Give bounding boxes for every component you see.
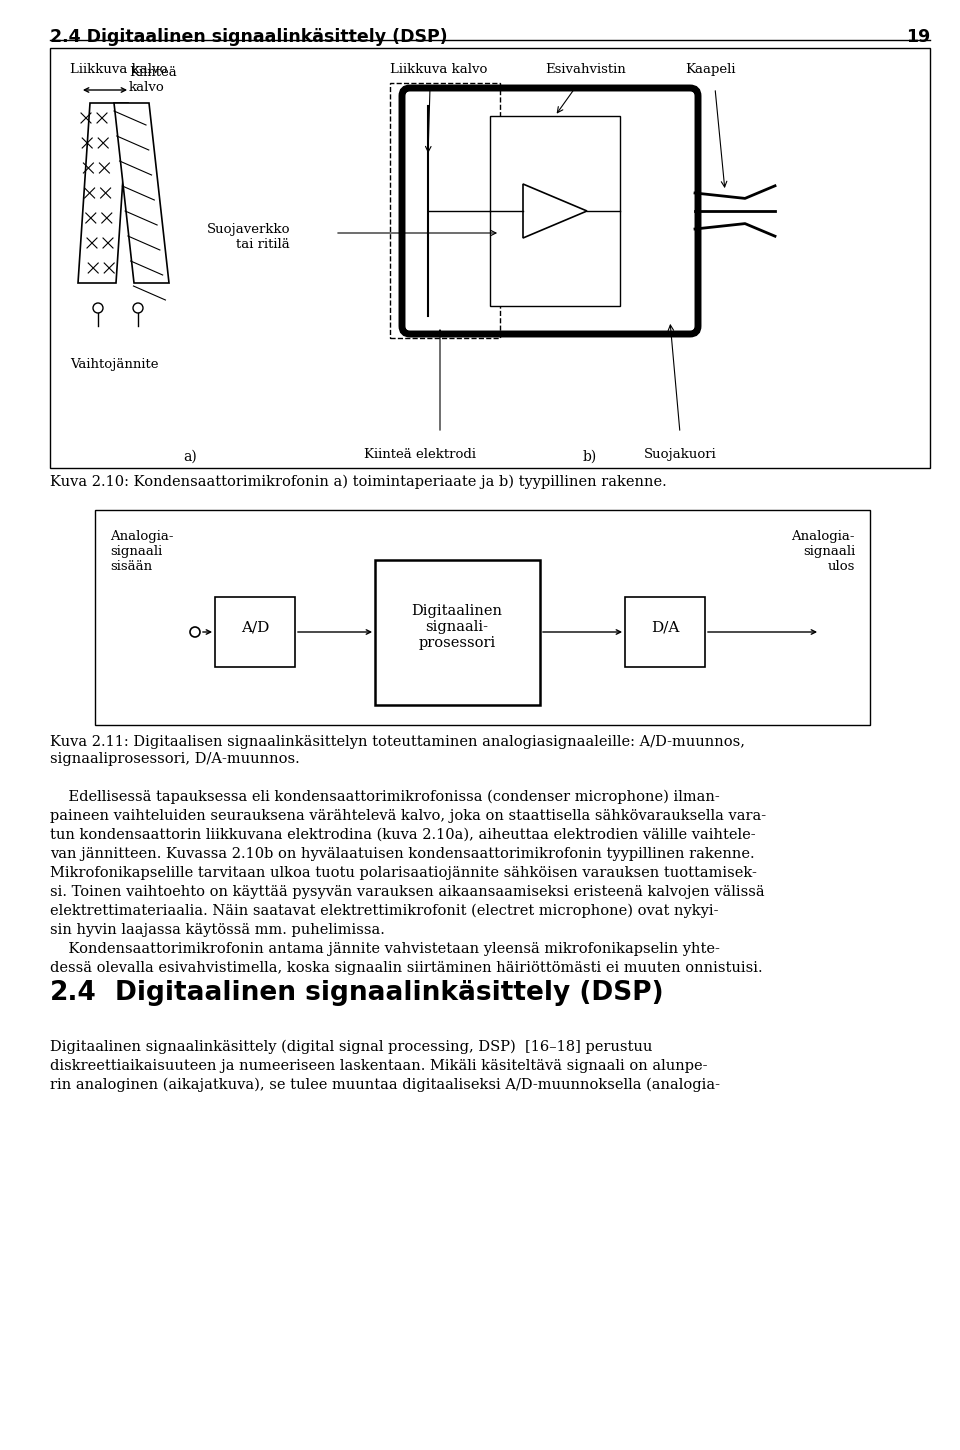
Polygon shape	[78, 103, 128, 283]
Polygon shape	[114, 103, 169, 283]
Text: signaaliprosessori, D/A-muunnos.: signaaliprosessori, D/A-muunnos.	[50, 753, 300, 766]
Text: Liikkuva kalvo: Liikkuva kalvo	[70, 62, 167, 75]
Text: Mikrofonikapselille tarvitaan ulkoa tuotu polarisaatiojännite sähköisen varaukse: Mikrofonikapselille tarvitaan ulkoa tuot…	[50, 866, 756, 880]
Text: Suojakuori: Suojakuori	[643, 448, 716, 461]
Text: Digitaalinen signaalinkäsittely (digital signal processing, DSP)  [16–18] perust: Digitaalinen signaalinkäsittely (digital…	[50, 1040, 653, 1054]
Text: tun kondensaattorin liikkuvana elektrodina (kuva 2.10a), aiheuttaa elektrodien v: tun kondensaattorin liikkuvana elektrodi…	[50, 828, 756, 842]
Bar	[95, 510, 870, 725]
Bar	[390, 83, 500, 338]
Text: Analogia-
signaali
ulos: Analogia- signaali ulos	[791, 531, 855, 573]
Text: 2.4: 2.4	[50, 980, 97, 1006]
Bar	[490, 116, 620, 306]
Text: dessä olevalla esivahvistimella, koska signaalin siirtäminen häiriöttömästi ei m: dessä olevalla esivahvistimella, koska s…	[50, 961, 762, 974]
Text: 19: 19	[905, 28, 930, 46]
Text: b): b)	[583, 450, 597, 464]
Text: sin hyvin laajassa käytössä mm. puhelimissa.: sin hyvin laajassa käytössä mm. puhelimi…	[50, 924, 385, 937]
Text: Kiinteä
kalvo: Kiinteä kalvo	[129, 67, 177, 94]
Text: Analogia-
signaali
sisään: Analogia- signaali sisään	[110, 531, 174, 573]
Text: van jännitteen. Kuvassa 2.10b on hyvälaatuisen kondensaattorimikrofonin tyypilli: van jännitteen. Kuvassa 2.10b on hyvälaa…	[50, 847, 755, 861]
Text: Edellisessä tapauksessa eli kondensaattorimikrofonissa (condenser microphone) il: Edellisessä tapauksessa eli kondensaatto…	[50, 790, 720, 805]
Bar	[625, 597, 705, 667]
Text: Esivahvistin: Esivahvistin	[545, 62, 626, 75]
Text: D/A: D/A	[651, 621, 679, 634]
Text: paineen vaihteluiden seurauksena värähtelevä kalvo, joka on staattisella sähköva: paineen vaihteluiden seurauksena värähte…	[50, 809, 766, 824]
Text: Suojaverkko
tai ritilä: Suojaverkko tai ritilä	[206, 223, 290, 251]
FancyBboxPatch shape	[402, 88, 698, 334]
Text: si. Toinen vaihtoehto on käyttää pysyvän varauksen aikaansaamiseksi eristeenä ka: si. Toinen vaihtoehto on käyttää pysyvän…	[50, 884, 764, 899]
Bar	[215, 597, 295, 667]
Text: Vaihtojännite: Vaihtojännite	[70, 358, 158, 371]
Text: Digitaalinen signaalinkäsittely (DSP): Digitaalinen signaalinkäsittely (DSP)	[115, 980, 663, 1006]
Bar	[375, 560, 540, 705]
Text: diskreettiaikaisuuteen ja numeeriseen laskentaan. Mikäli käsiteltävä signaali on: diskreettiaikaisuuteen ja numeeriseen la…	[50, 1058, 708, 1073]
Bar	[50, 48, 930, 468]
Text: 2.4 Digitaalinen signaalinkäsittely (DSP): 2.4 Digitaalinen signaalinkäsittely (DSP…	[50, 28, 447, 46]
Text: rin analoginen (aikajatkuva), se tulee muuntaa digitaaliseksi A/D-muunnoksella (: rin analoginen (aikajatkuva), se tulee m…	[50, 1077, 720, 1092]
Text: Liikkuva kalvo: Liikkuva kalvo	[390, 62, 488, 75]
Text: Kaapeli: Kaapeli	[685, 62, 735, 75]
Text: Kuva 2.10: Kondensaattorimikrofonin a) toimintaperiaate ja b) tyypillinen rakenn: Kuva 2.10: Kondensaattorimikrofonin a) t…	[50, 476, 667, 490]
Text: Kuva 2.11: Digitaalisen signaalinkäsittelyn toteuttaminen analogiasignaaleille: : Kuva 2.11: Digitaalisen signaalinkäsitte…	[50, 735, 745, 750]
Text: a): a)	[183, 450, 197, 464]
Text: Kondensaattorimikrofonin antama jännite vahvistetaan yleensä mikrofonikapselin y: Kondensaattorimikrofonin antama jännite …	[50, 942, 720, 956]
Text: A/D: A/D	[241, 621, 269, 634]
Text: elektrettimateriaalia. Näin saatavat elektrettimikrofonit (electret microphone) : elektrettimateriaalia. Näin saatavat ele…	[50, 903, 718, 918]
Polygon shape	[523, 184, 587, 238]
Text: Digitaalinen
signaali-
prosessori: Digitaalinen signaali- prosessori	[412, 603, 502, 650]
Text: Kiinteä elektrodi: Kiinteä elektrodi	[364, 448, 476, 461]
